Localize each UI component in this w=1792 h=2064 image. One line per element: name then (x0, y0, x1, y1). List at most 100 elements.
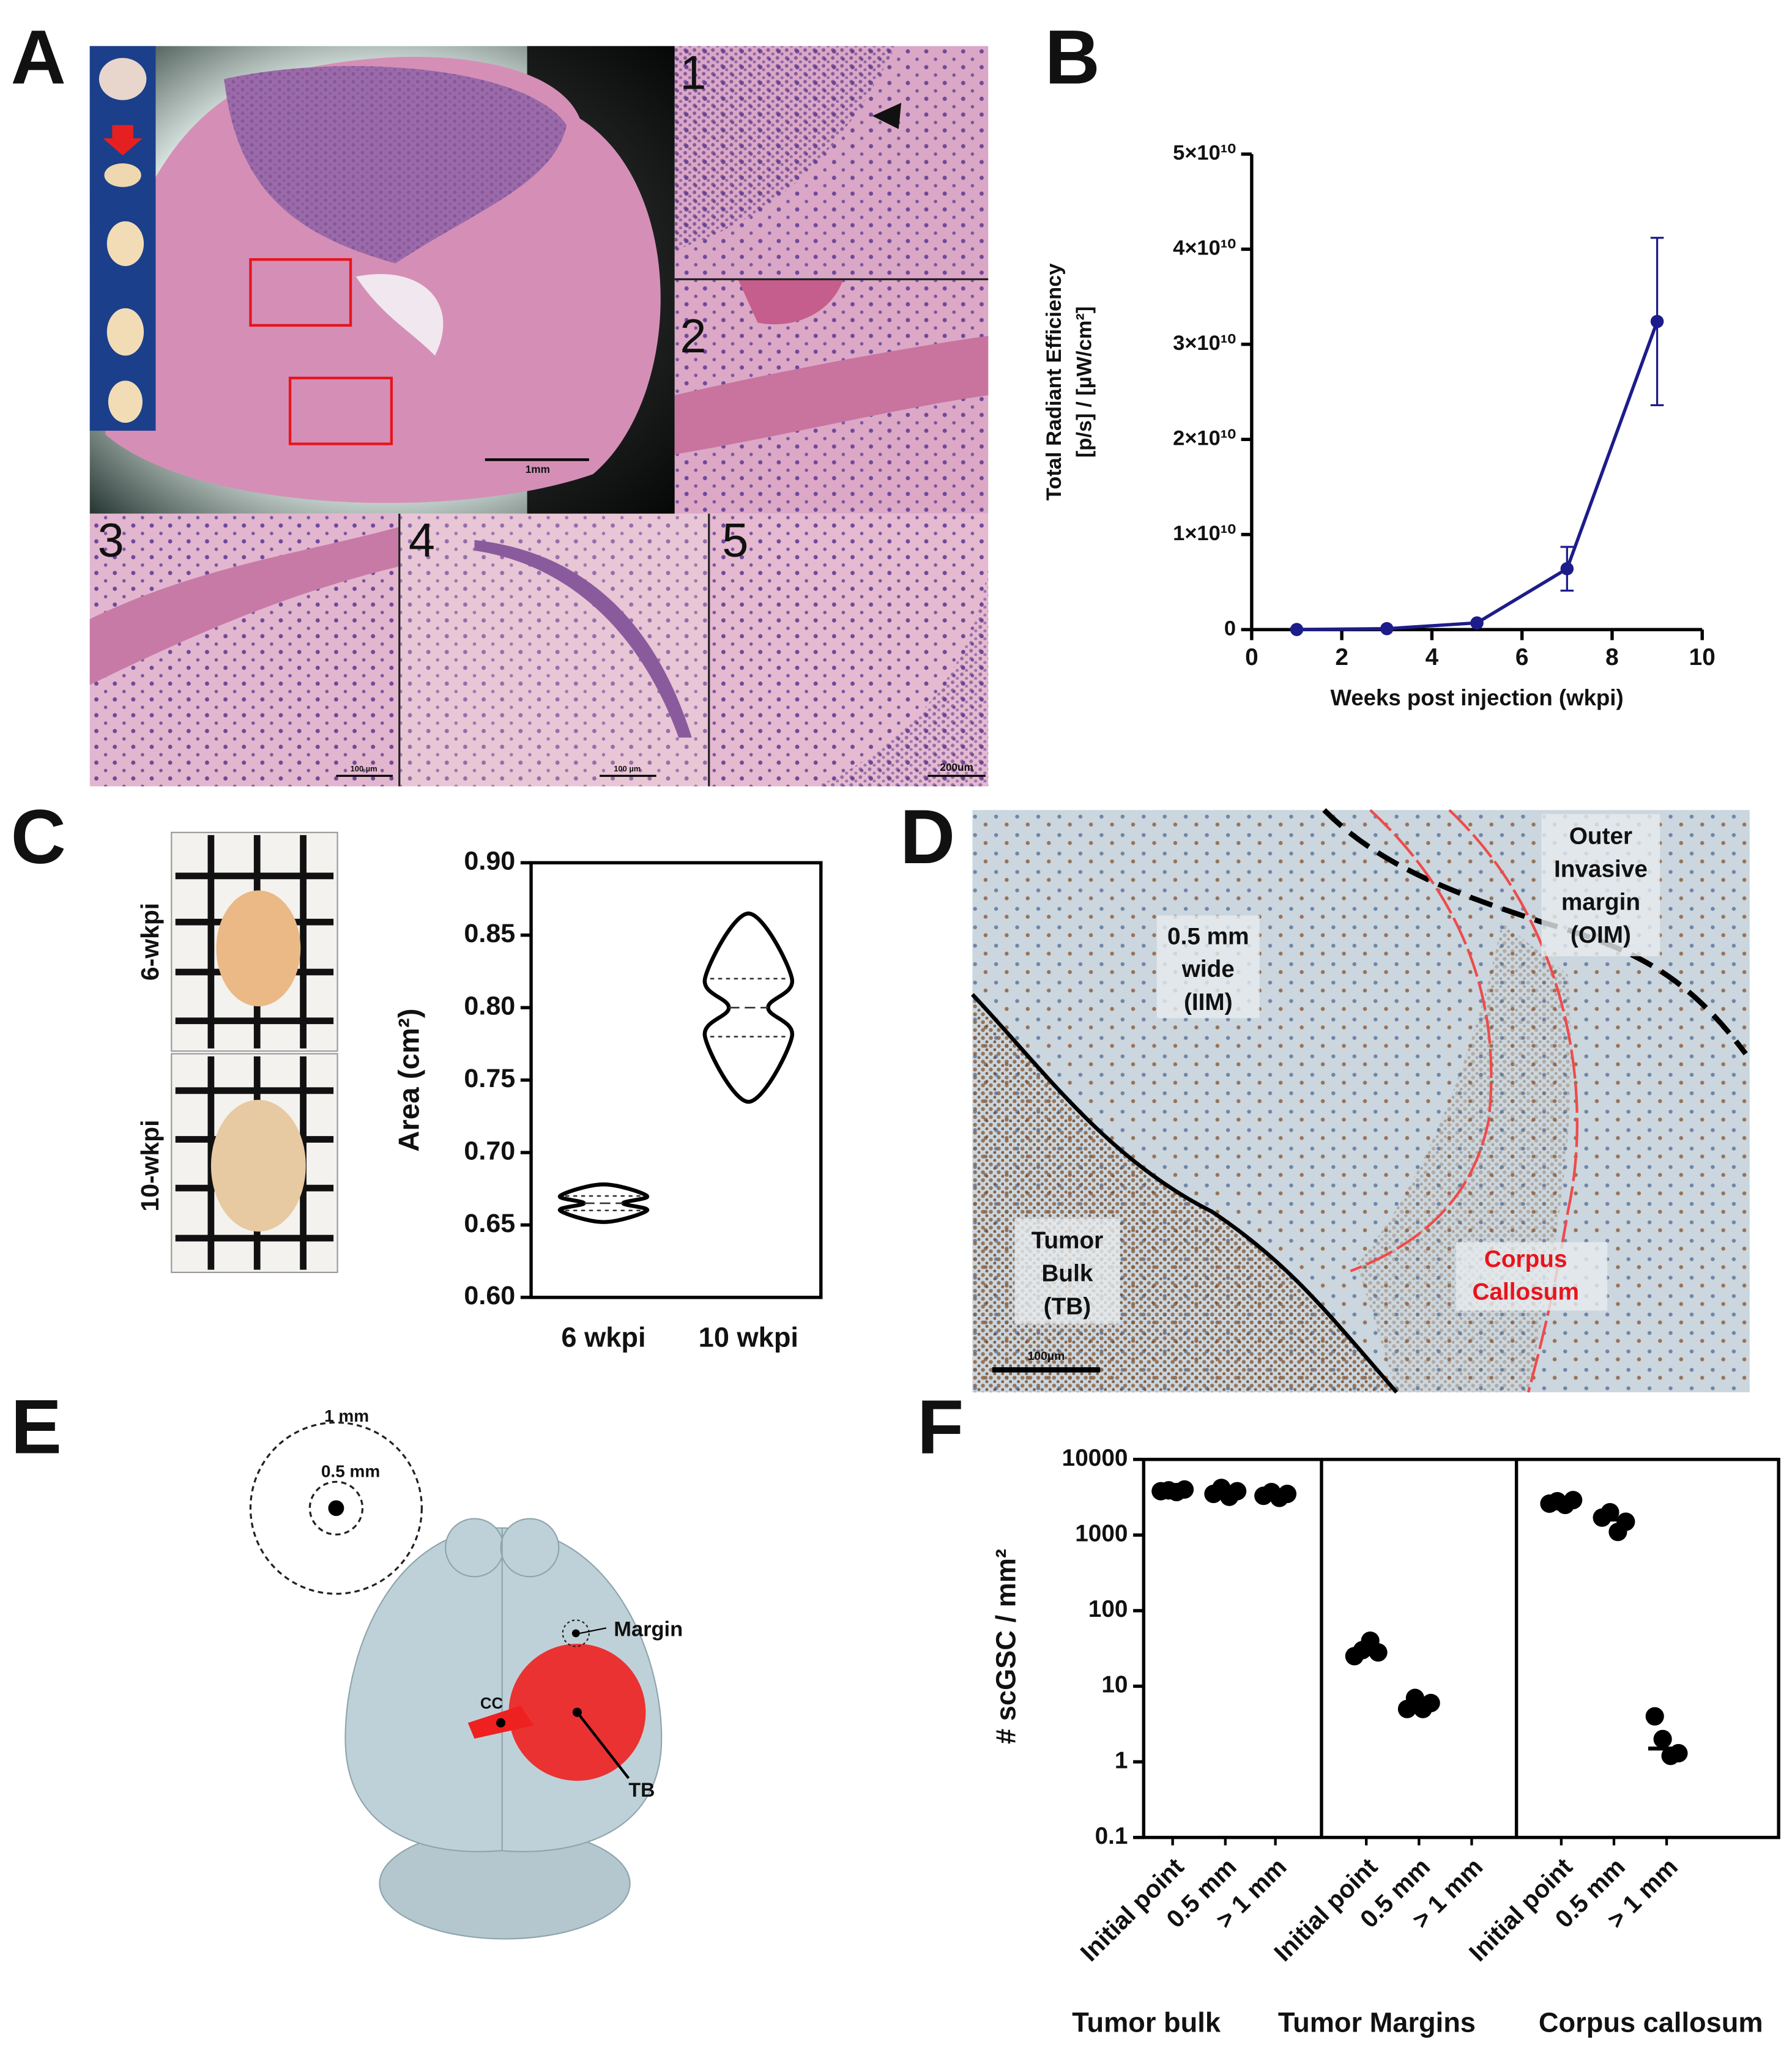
dense-region (817, 566, 989, 787)
slice (104, 163, 141, 187)
scale-bar-label: 100 µm (614, 764, 641, 773)
annotation: (TB) (1044, 1293, 1091, 1320)
leader (579, 1627, 607, 1634)
y-tick-label: 10 (1101, 1672, 1128, 1698)
y-tick-label: 1 (1115, 1747, 1128, 1773)
annotation: margin (1561, 889, 1640, 915)
y-axis-title: Area (cm²) (393, 1008, 426, 1151)
photo-label: 6-wkpi (136, 903, 164, 981)
y-tick-label: 3×10¹⁰ (1173, 332, 1236, 355)
scale-bar-label: 1mm (526, 463, 550, 475)
tract (89, 527, 400, 685)
y-tick-label: 0.80 (464, 992, 515, 1021)
margin-dot (571, 1629, 580, 1638)
point (1616, 1512, 1635, 1531)
y-tick-label: 0.1 (1095, 1823, 1128, 1849)
annotation: wide (1181, 956, 1235, 982)
annotation: Corpus (1484, 1246, 1567, 1272)
point (1653, 1729, 1672, 1748)
vessel (474, 540, 692, 738)
panel-c-photos: 6-wkpi 10-wkpi (136, 831, 338, 1274)
scale-bar-label: 100µm (1028, 1349, 1065, 1363)
inset-label: 4 (409, 514, 435, 567)
region-label: Margin (614, 1618, 683, 1641)
annotation: Tumor (1032, 1228, 1104, 1254)
slice (108, 381, 143, 423)
margin-circle (562, 1619, 590, 1647)
arrowhead (872, 102, 902, 130)
x-tick-label: 0 (1245, 644, 1258, 670)
label-box (1541, 814, 1660, 957)
inset-label: 2 (680, 310, 706, 363)
line (1296, 321, 1659, 631)
roi-box (249, 258, 352, 327)
region-label: CC (480, 1695, 503, 1712)
group-label: Tumor Margins (1278, 2006, 1476, 2038)
brain-photo (99, 58, 147, 100)
y-tick-label: 0 (1224, 617, 1236, 640)
ventricle (355, 273, 444, 356)
axes-f (1142, 1458, 1780, 1839)
circle-label: 0.5 mm (321, 1462, 380, 1481)
x-tick-label: 6 (1515, 644, 1529, 670)
y-axis-title: # scGSC / mm² (990, 1549, 1021, 1744)
annotation: Bulk (1041, 1260, 1093, 1286)
panel-label: E (11, 1385, 62, 1470)
fiber-tract (674, 336, 989, 455)
annotation: 0.5 mm (1167, 923, 1249, 949)
panel-label: B (1045, 15, 1100, 100)
axes-c (529, 861, 823, 1299)
label-box (1456, 1242, 1608, 1311)
annotation: Outer (1569, 823, 1632, 850)
dense-region (674, 46, 896, 251)
leader (576, 1711, 630, 1780)
circle-05mm (308, 1480, 364, 1536)
violin (702, 911, 794, 1104)
cc-border (1350, 809, 1493, 1272)
brain-photo (210, 1099, 306, 1232)
panel-label: A (11, 15, 66, 100)
y-tick-label: 4×10¹⁰ (1173, 236, 1236, 259)
annotation: Invasive (1554, 856, 1648, 882)
y-axis-title: [p/s] / [µW/cm²] (1073, 306, 1096, 458)
violin (558, 1182, 649, 1224)
cc-dot (496, 1718, 506, 1728)
label-box (1014, 1218, 1120, 1324)
y-tick-label: 10000 (1062, 1445, 1128, 1471)
y-tick-label: 2×10¹⁰ (1173, 426, 1236, 450)
annotation: (IIM) (1184, 989, 1233, 1015)
y-tick-label: 0.60 (464, 1281, 515, 1310)
x-tick-label: 10 wkpi (699, 1322, 798, 1353)
y-tick-label: 100 (1088, 1596, 1128, 1622)
slice (106, 308, 144, 356)
point (1470, 616, 1484, 630)
y-tick-label: 5×10¹⁰ (1173, 141, 1236, 165)
label-box (1156, 915, 1260, 1019)
point (1645, 1707, 1664, 1726)
y-tick-label: 0.70 (464, 1136, 515, 1165)
point (1380, 622, 1394, 636)
x-tick-label: 10 (1689, 644, 1716, 670)
y-tick-label: 0.65 (464, 1209, 515, 1238)
tb-border (971, 993, 1399, 1394)
x-axis-title: Weeks post injection (wkpi) (1330, 685, 1623, 710)
point (1650, 314, 1664, 329)
inset-label: 1 (680, 46, 706, 99)
annotation: (OIM) (1571, 922, 1631, 948)
point (1564, 1491, 1583, 1510)
scale-bar-label: 200um (940, 761, 973, 773)
arrow (103, 125, 143, 156)
panel-d: 100µm (971, 808, 1750, 1394)
brain-photo (216, 890, 301, 1007)
annotation: Callosum (1472, 1279, 1578, 1305)
photo-label: 10-wkpi (136, 1120, 164, 1212)
panel-label: C (11, 795, 66, 880)
region-label: TB (628, 1779, 655, 1801)
scale-bar-label: 100 µm (351, 764, 377, 773)
point (1560, 562, 1574, 576)
cc-border (1448, 809, 1578, 1393)
point (1601, 1503, 1619, 1522)
vessel (738, 279, 844, 325)
